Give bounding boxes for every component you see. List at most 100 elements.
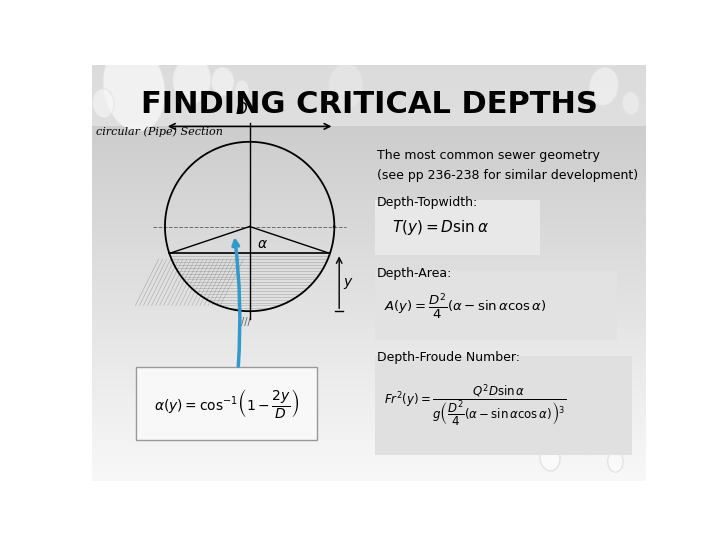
Bar (92, 422, 647, 427)
Bar (92, 239, 647, 244)
Bar (92, 140, 647, 144)
Bar (92, 310, 647, 314)
Bar (92, 331, 647, 335)
Bar (92, 123, 647, 127)
Text: y: y (344, 275, 352, 289)
Bar (92, 277, 647, 281)
Bar (92, 352, 647, 356)
Text: D: D (236, 102, 248, 117)
Bar (92, 219, 647, 223)
Bar (92, 356, 647, 360)
Bar (92, 77, 647, 82)
Bar (92, 327, 647, 331)
Bar (92, 111, 647, 114)
Ellipse shape (93, 89, 114, 118)
Bar (92, 435, 647, 439)
Text: Depth-Topwidth:: Depth-Topwidth: (377, 195, 478, 208)
Bar (92, 464, 647, 468)
Bar (92, 65, 647, 69)
Bar (92, 256, 647, 260)
Text: ///: /// (241, 318, 251, 327)
Bar (92, 314, 647, 319)
Bar (92, 190, 647, 194)
Bar (92, 131, 647, 136)
Bar (92, 136, 647, 140)
Bar (92, 173, 647, 177)
Bar (92, 343, 647, 348)
Bar (92, 322, 647, 327)
Bar (92, 439, 647, 443)
Bar (92, 114, 647, 119)
Bar (92, 306, 647, 310)
Bar (92, 268, 647, 273)
Text: Depth-Area:: Depth-Area: (377, 267, 452, 280)
Ellipse shape (328, 63, 363, 110)
Bar (92, 447, 647, 451)
Text: $\alpha(y) = \cos^{-1}\!\left(1 - \dfrac{2y}{D}\right)$: $\alpha(y) = \cos^{-1}\!\left(1 - \dfrac… (153, 387, 300, 420)
Bar (92, 206, 647, 211)
Bar (92, 248, 647, 252)
Bar (92, 260, 647, 265)
Text: circular (Pipe) Section: circular (Pipe) Section (96, 126, 222, 137)
Bar (92, 476, 647, 481)
Bar (92, 235, 647, 239)
Text: $A(y) = \dfrac{D^2}{4}(\alpha - \sin\alpha\cos\alpha)$: $A(y) = \dfrac{D^2}{4}(\alpha - \sin\alp… (384, 291, 546, 321)
Bar (92, 211, 647, 214)
Bar (92, 472, 647, 476)
Bar (92, 302, 647, 306)
Bar (92, 73, 647, 77)
Bar (92, 160, 647, 165)
Ellipse shape (235, 80, 249, 99)
Bar (92, 82, 647, 85)
Bar (92, 451, 647, 456)
Bar (92, 364, 647, 368)
Bar (92, 281, 647, 285)
Bar (92, 468, 647, 472)
Ellipse shape (608, 450, 623, 472)
Bar (92, 85, 647, 90)
Bar (92, 265, 647, 268)
Bar (92, 65, 647, 126)
Bar (92, 335, 647, 339)
Bar (92, 127, 647, 131)
Bar (92, 119, 647, 123)
FancyBboxPatch shape (375, 356, 632, 455)
Ellipse shape (103, 44, 166, 132)
Text: Depth-Froude Number:: Depth-Froude Number: (377, 351, 520, 364)
Bar (92, 456, 647, 460)
Bar (92, 252, 647, 256)
Text: $\alpha$: $\alpha$ (257, 237, 269, 251)
Bar (92, 397, 647, 402)
Bar (92, 427, 647, 431)
Bar (92, 298, 647, 302)
Bar (92, 198, 647, 202)
Bar (92, 377, 647, 381)
Bar (92, 348, 647, 352)
Bar (92, 185, 647, 190)
Bar (92, 156, 647, 160)
Bar (92, 373, 647, 377)
Bar (92, 244, 647, 248)
Ellipse shape (622, 92, 639, 115)
Ellipse shape (211, 67, 234, 96)
Bar (92, 402, 647, 406)
Bar (92, 231, 647, 235)
Bar (92, 144, 647, 148)
FancyBboxPatch shape (375, 271, 617, 340)
Text: $Fr^2(y) = \dfrac{Q^2 D\sin\alpha}{g\left(\dfrac{D^2}{4}(\alpha - \sin\alpha\cos: $Fr^2(y) = \dfrac{Q^2 D\sin\alpha}{g\lef… (384, 383, 567, 429)
Bar (92, 194, 647, 198)
Text: FINDING CRITICAL DEPTHS: FINDING CRITICAL DEPTHS (140, 90, 598, 119)
Bar (92, 202, 647, 206)
Bar (92, 289, 647, 294)
Bar (92, 152, 647, 156)
Bar (92, 360, 647, 364)
Bar (92, 214, 647, 219)
FancyBboxPatch shape (375, 200, 540, 255)
Bar (92, 381, 647, 385)
Bar (92, 418, 647, 422)
Bar (92, 273, 647, 277)
FancyBboxPatch shape (137, 367, 317, 440)
Bar (92, 406, 647, 410)
Bar (92, 319, 647, 322)
Ellipse shape (576, 422, 600, 454)
